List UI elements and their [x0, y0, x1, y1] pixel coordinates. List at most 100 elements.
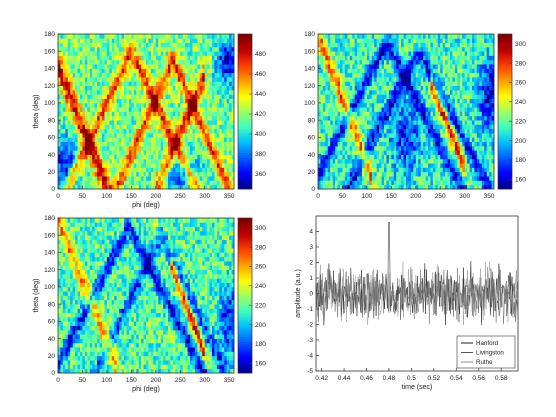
heatmap-cell — [226, 107, 230, 112]
heatmap-cell — [180, 163, 184, 168]
heatmap-cell — [99, 184, 103, 190]
heatmap-cell — [121, 167, 125, 173]
heatmap-cell — [192, 163, 196, 168]
heatmap-cell — [80, 145, 83, 151]
heatmap-cell — [398, 77, 402, 82]
heatmap-cell — [168, 55, 171, 61]
heatmap-cell — [187, 42, 191, 48]
heatmap-cell — [136, 124, 140, 130]
heatmap-cell — [420, 158, 424, 164]
heatmap-cell — [354, 89, 358, 95]
heatmap-cell — [75, 38, 78, 43]
heatmap-cell — [99, 64, 103, 69]
heatmap-cell — [386, 167, 390, 173]
heatmap-cell — [65, 141, 69, 147]
heatmap-cell — [202, 150, 206, 155]
heatmap-cell — [396, 184, 400, 190]
heatmap-cell — [212, 34, 215, 39]
heatmap-cell — [342, 158, 346, 164]
heatmap-cell — [413, 128, 417, 134]
heatmap-cell — [190, 171, 193, 177]
heatmap-cell — [379, 77, 382, 82]
colorbar-segment — [238, 147, 252, 151]
heatmap-cell — [318, 102, 321, 108]
heatmap-cell — [136, 167, 140, 173]
heatmap-cell — [231, 81, 235, 87]
heatmap-cell — [226, 81, 230, 87]
heatmap-cell — [131, 98, 135, 104]
heatmap-cell — [366, 145, 370, 151]
heatmap-cell — [322, 141, 326, 147]
heatmap-cell — [111, 46, 115, 52]
heatmap-cell — [330, 55, 334, 61]
heatmap-cell — [467, 137, 470, 142]
heatmap-cell — [489, 176, 492, 181]
heatmap-cell — [141, 102, 144, 108]
heatmap-cell — [175, 150, 179, 155]
heatmap-cell — [172, 46, 176, 52]
heatmap-cell — [87, 85, 91, 91]
heatmap-cell — [406, 184, 409, 190]
heatmap-cell — [214, 42, 218, 48]
heatmap-cell — [376, 137, 380, 142]
heatmap-cell — [214, 176, 218, 181]
heatmap-cell — [133, 46, 137, 52]
heatmap-cell — [177, 55, 181, 61]
heatmap-cell — [413, 171, 417, 177]
heatmap-cell — [165, 81, 169, 87]
heatmap-cell — [484, 81, 488, 87]
heatmap-cell — [165, 111, 169, 117]
heatmap-cell — [332, 72, 336, 78]
heatmap-cell — [70, 167, 74, 173]
heatmap-cell — [401, 158, 404, 164]
heatmap-cell — [202, 102, 206, 108]
heatmap-cell — [349, 72, 353, 78]
heatmap-cell — [481, 64, 485, 69]
heatmap-cell — [84, 94, 88, 99]
heatmap-cell — [430, 180, 434, 186]
heatmap-cell — [60, 171, 64, 177]
heatmap-cell — [128, 68, 132, 74]
heatmap-cell — [158, 124, 162, 130]
heatmap-cell — [413, 180, 417, 186]
heatmap-cell — [146, 150, 149, 155]
heatmap-cell — [128, 150, 132, 155]
heatmap-cell — [197, 120, 201, 125]
heatmap-cell — [229, 171, 232, 177]
heatmap-cell — [364, 94, 368, 99]
heatmap-cell — [72, 89, 76, 95]
heatmap-cell — [442, 133, 446, 138]
heatmap-cell — [437, 137, 441, 142]
heatmap-cell — [472, 111, 475, 117]
heatmap-cell — [366, 176, 370, 181]
heatmap-cell — [462, 150, 466, 155]
heatmap-cell — [332, 150, 336, 155]
heatmap-cell — [106, 120, 110, 125]
heatmap-cell — [72, 98, 76, 104]
heatmap-cell — [104, 176, 108, 181]
heatmap-cell — [437, 141, 441, 147]
heatmap-cell — [82, 154, 86, 160]
heatmap-cell — [109, 94, 113, 99]
heatmap-cell — [469, 141, 473, 147]
heatmap-cell — [209, 51, 213, 56]
colorbar-segment — [238, 48, 252, 52]
heatmap-cell — [111, 59, 115, 65]
heatmap-cell — [102, 141, 105, 147]
heatmap-cell — [141, 133, 144, 138]
heatmap-cell — [229, 77, 232, 82]
heatmap-cell — [150, 46, 154, 52]
heatmap-cell — [92, 42, 96, 48]
heatmap-cell — [442, 180, 446, 186]
heatmap-cell — [403, 77, 407, 82]
heatmap-cell — [415, 64, 419, 69]
heatmap-cell — [472, 184, 475, 190]
heatmap-cell — [354, 77, 358, 82]
heatmap-cell — [126, 137, 130, 142]
heatmap-cell — [106, 133, 110, 138]
heatmap-cell — [207, 137, 210, 142]
heatmap-cell — [133, 42, 137, 48]
heatmap-cell — [472, 171, 475, 177]
heatmap-cell — [386, 176, 390, 181]
